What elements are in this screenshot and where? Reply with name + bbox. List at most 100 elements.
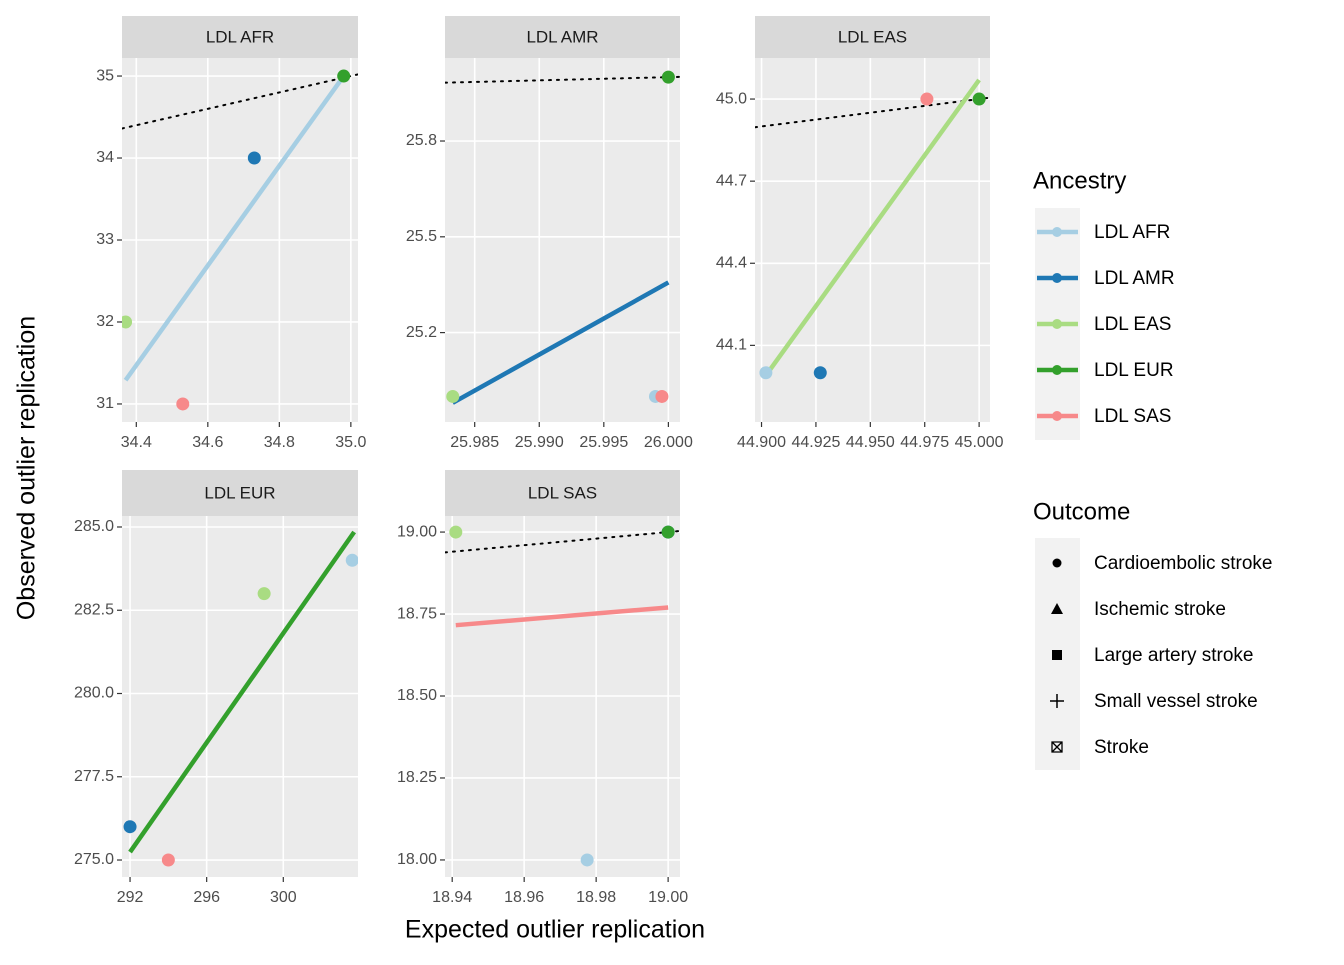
point: [920, 92, 934, 106]
legend-shape: [1052, 558, 1062, 568]
plot-layer: [445, 70, 680, 405]
y-tick-label: 25.2: [406, 324, 437, 341]
plot-layer: [755, 78, 990, 380]
y-tick-label: 18.25: [397, 769, 437, 786]
legend-key: [1052, 227, 1062, 237]
strip: [755, 16, 990, 58]
identity-line: [122, 73, 358, 130]
fit-line: [123, 74, 346, 382]
x-tick-label: 44.900: [737, 434, 786, 451]
strip: [445, 16, 680, 58]
x-tick-label: 25.995: [579, 434, 628, 451]
point: [446, 389, 460, 403]
legend-shape: [1051, 741, 1063, 753]
y-tick-label: 35: [96, 67, 114, 84]
legend-key: [1052, 365, 1062, 375]
x-tick-label: 34.4: [121, 434, 152, 451]
x-tick-label: 35.0: [335, 434, 366, 451]
point: [661, 525, 675, 539]
x-tick-label: 34.6: [192, 434, 223, 451]
y-axis-title: Observed outlier replication: [13, 316, 41, 620]
point: [813, 366, 827, 380]
point: [972, 92, 986, 106]
identity-line: [445, 75, 680, 84]
x-tick-label: 25.985: [450, 434, 499, 451]
legend-title: Outcome: [1033, 498, 1130, 525]
legend-key: [1052, 411, 1062, 421]
y-tick-label: 19.00: [397, 523, 437, 540]
x-tick-label: 18.98: [576, 889, 616, 906]
strip-label: LDL AMR: [526, 27, 598, 46]
strip-label: LDL AFR: [206, 27, 274, 46]
y-tick-label: 31: [96, 395, 114, 412]
y-tick-label: 285.0: [74, 518, 114, 535]
point: [655, 389, 669, 403]
y-tick-label: 18.75: [397, 605, 437, 622]
fit-line: [451, 280, 670, 405]
y-tick-label: 18.50: [397, 687, 437, 704]
plot-layer: [123, 530, 358, 867]
x-tick-label: 45.000: [955, 434, 1004, 451]
fit-line: [764, 78, 981, 377]
y-tick-label: 282.5: [74, 601, 114, 618]
legend-label: Small vessel stroke: [1094, 691, 1258, 712]
point: [247, 151, 261, 165]
x-tick-label: 18.96: [504, 889, 544, 906]
legend-label: LDL AFR: [1094, 222, 1170, 243]
strip-label: LDL SAS: [528, 483, 597, 502]
point: [176, 397, 190, 411]
x-tick-label: 34.8: [264, 434, 295, 451]
legend-label: LDL SAS: [1094, 406, 1171, 427]
point: [661, 70, 675, 84]
point: [257, 587, 271, 601]
y-tick-label: 44.4: [716, 254, 747, 271]
plot-layer: [445, 525, 680, 867]
legend-label: Cardioembolic stroke: [1094, 553, 1272, 574]
fit-line: [455, 605, 669, 628]
legend-label: LDL EAS: [1094, 314, 1171, 335]
y-tick-label: 45.0: [716, 90, 747, 107]
plot-layer: [122, 69, 358, 411]
y-tick-label: 44.7: [716, 172, 747, 189]
legend-shape: [1051, 603, 1063, 614]
legend-shape: [1050, 694, 1064, 708]
identity-line: [445, 529, 680, 554]
legend-shape: [1052, 650, 1062, 660]
point: [580, 853, 594, 867]
strip-label: LDL EAS: [838, 27, 907, 46]
legend-label: Ischemic stroke: [1094, 599, 1226, 620]
legend-key: [1052, 319, 1062, 329]
y-tick-label: 277.5: [74, 768, 114, 785]
y-tick-label: 25.5: [406, 228, 437, 245]
point: [122, 315, 133, 329]
x-tick-label: 44.925: [791, 434, 840, 451]
strip: [445, 470, 680, 516]
legend-label: LDL AMR: [1094, 268, 1175, 289]
y-tick-label: 25.8: [406, 132, 437, 149]
point: [161, 853, 175, 867]
strip: [122, 470, 358, 516]
x-tick-label: 44.950: [846, 434, 895, 451]
fit-line: [128, 530, 357, 854]
point: [337, 69, 351, 83]
x-tick-label: 44.975: [900, 434, 949, 451]
y-tick-label: 32: [96, 313, 114, 330]
x-tick-label: 300: [270, 889, 297, 906]
legend-label: Large artery stroke: [1094, 645, 1253, 666]
x-axis-title: Expected outlier replication: [405, 916, 705, 944]
legend-label: Stroke: [1094, 737, 1149, 758]
y-tick-label: 34: [96, 149, 114, 166]
point: [759, 366, 773, 380]
legend-label: LDL EUR: [1094, 360, 1174, 381]
strip-label: LDL EUR: [204, 483, 275, 502]
point: [449, 525, 463, 539]
strip: [122, 16, 358, 58]
y-tick-label: 44.1: [716, 337, 747, 354]
legend-key: [1052, 273, 1062, 283]
x-tick-label: 25.990: [515, 434, 564, 451]
x-tick-label: 296: [193, 889, 220, 906]
legend-title: Ancestry: [1033, 167, 1126, 194]
point: [123, 820, 137, 834]
y-tick-label: 18.00: [397, 851, 437, 868]
